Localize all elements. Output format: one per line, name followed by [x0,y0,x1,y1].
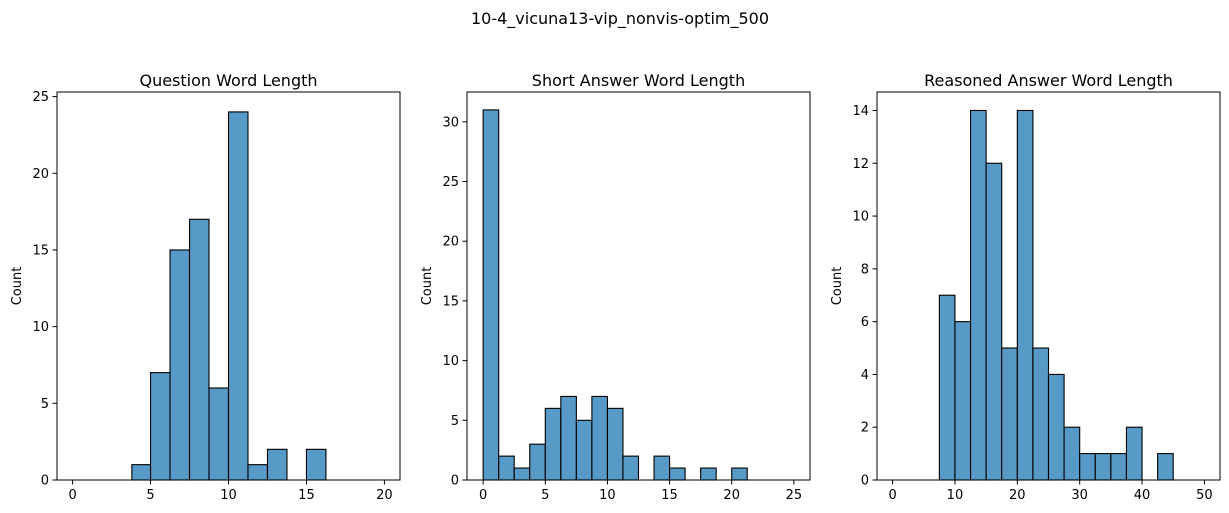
x-tick-label: 40 [1134,488,1151,503]
histogram-bar [1094,453,1112,481]
y-tick-label: 0 [861,474,869,489]
histogram-bar [731,467,748,481]
histogram-bar [266,448,288,481]
y-tick-label: 8 [861,262,869,277]
histogram-bar [622,455,640,481]
y-tick-label: 0 [451,474,459,489]
histogram-bar [498,455,515,481]
y-tick-label: 14 [852,104,869,119]
histogram-bar [669,467,686,481]
y-axis-label: Count [420,267,435,306]
histogram-bar [954,321,972,481]
panel-3: 0 10 20 30 40 50 0 2 4 6 8 10 12 14 Reasoned Answer Wo… [830,71,1221,503]
histogram-bar [513,467,531,481]
y-tick-label: 6 [861,315,869,330]
y-tick-label: 12 [852,157,869,172]
y-tick-label: 20 [32,167,49,182]
histogram-bar [1032,347,1050,481]
y-tick-label: 2 [861,421,869,436]
x-tick-label: 10 [599,488,616,503]
histogram-bar [1001,347,1018,481]
y-tick-label: 15 [32,243,49,258]
axes-frame [466,91,811,481]
y-tick-label: 20 [442,235,459,250]
histogram-bar [482,109,500,481]
y-tick-label: 15 [442,294,459,309]
histogram-bar [529,443,546,481]
histogram-bar [188,218,210,481]
x-tick-label: 10 [947,488,964,503]
x-tick-label: 15 [661,488,678,503]
histogram-bar [131,464,152,481]
histogram-bar [169,249,191,481]
x-tick-label: 5 [541,488,549,503]
histogram-bar [1157,453,1174,481]
histogram-bar [149,372,171,481]
histogram-bar [606,407,624,481]
x-tick-label: 20 [1009,488,1026,503]
y-tick-label: 5 [41,397,49,412]
x-tick-label: 10 [220,488,237,503]
y-tick-label: 25 [442,175,459,190]
histogram-bar [544,407,562,481]
histogram-bar [985,162,1003,481]
x-tick-label: 15 [298,488,315,503]
histogram-bar [575,419,593,481]
y-tick-label: 0 [41,474,49,489]
axes-frame [876,91,1221,481]
histogram-bar [1016,109,1034,481]
y-tick-label: 10 [852,210,869,225]
histogram-bar [1125,426,1143,481]
panel-2: 0 5 10 15 20 25 0 5 10 15 20 25 30 Short Answer Word … [420,71,811,503]
panel-title: Question Word Length [139,71,317,90]
x-tick-label: 30 [1071,488,1088,503]
x-tick-label: 0 [479,488,487,503]
x-tick-label: 50 [1196,488,1213,503]
panel-title: Reasoned Answer Word Length [924,71,1173,90]
histogram-bar [1079,453,1096,481]
y-tick-label: 25 [32,90,49,105]
y-tick-label: 5 [451,414,459,429]
y-axis-label: Count [830,267,845,306]
histogram-bar [1063,426,1081,481]
y-axis-label: Count [10,267,25,306]
x-tick-label: 0 [888,488,896,503]
histogram-bar [700,467,717,481]
histogram-bar [208,387,230,481]
histogram-bar [1110,453,1128,481]
histogram-bar [653,455,671,481]
figure-suptitle: 10-4_vicuna13-vip_nonvis-optim_500 [471,9,769,29]
histogram-bar [591,395,608,481]
histogram-bar [560,395,577,481]
histogram-bar [938,294,956,481]
x-tick-label: 20 [376,488,393,503]
histogram-bar [247,464,269,481]
y-tick-label: 10 [442,354,459,369]
y-tick-label: 10 [32,320,49,335]
histogram-bar [1047,373,1065,481]
y-tick-label: 30 [442,115,459,130]
panel-1: 0 5 10 15 20 0 5 10 15 20 25 Question Word Length Co… [10,71,401,503]
x-tick-label: 0 [68,488,76,503]
panel-title: Short Answer Word Length [532,71,745,90]
x-tick-label: 25 [786,488,803,503]
histogram-bar [227,111,249,481]
x-tick-label: 20 [723,488,740,503]
y-tick-label: 4 [861,368,869,383]
histogram-bar [969,109,987,481]
histogram-bar [305,448,327,481]
x-tick-label: 5 [146,488,154,503]
